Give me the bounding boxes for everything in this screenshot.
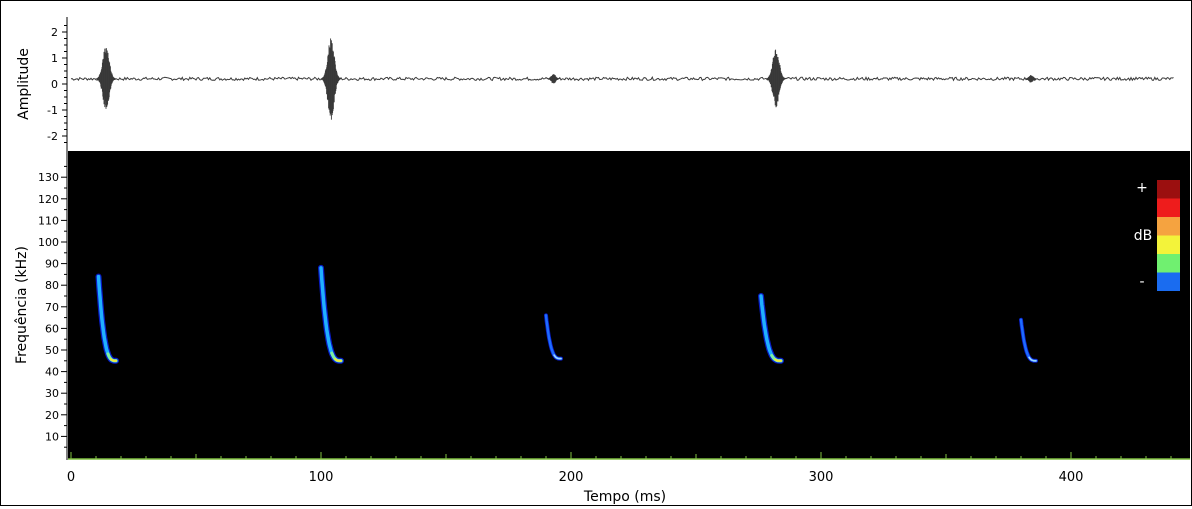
legend-swatch (1157, 235, 1180, 254)
spectrogram-x-tick-label: 100 (309, 470, 334, 485)
oscillogram-burst (1023, 75, 1039, 83)
spectrogram-y-tick-label: 80 (45, 279, 59, 292)
spectrogram-y-tick-label: 90 (45, 258, 59, 271)
spectrogram-y-tick-label: 40 (45, 366, 59, 379)
oscillogram-tick-label: -2 (47, 130, 58, 143)
oscillogram-burst (765, 49, 787, 108)
legend-swatch (1157, 254, 1180, 273)
spectrogram-y-label: Frequência (kHz) (14, 246, 30, 364)
spectrogram-call (758, 293, 784, 364)
db-legend: + dB - (1134, 180, 1180, 291)
spectrogram-y-tick-label: 60 (45, 322, 59, 335)
spectrogram-call (95, 273, 119, 364)
legend-swatch (1157, 180, 1180, 199)
oscillogram-burst (546, 74, 561, 84)
oscillogram-panel: 2 1 0 -1 -2 Amplitude (16, 17, 1174, 151)
oscillogram-y-label: Amplitude (16, 48, 32, 120)
legend-swatch (1157, 198, 1180, 217)
spectrogram-y-tick-label: 110 (38, 214, 59, 227)
spectrogram-y-tick-label: 130 (38, 171, 59, 184)
spectrogram-x-label: Tempo (ms) (583, 489, 666, 505)
oscillogram-tick-label: 1 (51, 52, 58, 65)
oscillogram-tick-label: 0 (51, 78, 58, 91)
spectrogram-x-tick-label: 300 (809, 470, 834, 485)
spectrogram-y-tick-label: 100 (38, 236, 59, 249)
spectrogram-y-tick-label: 50 (45, 344, 59, 357)
oscillogram-burst (320, 38, 342, 120)
spectrogram-y-tick-label: 10 (45, 430, 59, 443)
spectrogram-y-tick-label: 120 (38, 193, 59, 206)
legend-minus-label: - (1139, 274, 1144, 290)
oscillogram-tick-label: -1 (47, 104, 58, 117)
legend-swatch (1157, 272, 1180, 291)
oscillogram-tick-label: 2 (51, 26, 58, 39)
legend-db-label: dB (1134, 228, 1153, 244)
spectrogram-x-tick-label: 400 (1059, 470, 1084, 485)
spectrogram-x-tick-label: 0 (67, 470, 75, 485)
legend-plus-label: + (1136, 180, 1148, 196)
spectrogram-background (68, 151, 1190, 459)
spectrogram-y-tick-label: 20 (45, 409, 59, 422)
spectrogram-call (318, 264, 344, 364)
spectrogram-call (544, 313, 563, 361)
oscillogram-burst (95, 48, 117, 109)
legend-swatch (1157, 217, 1180, 236)
oscillogram-trace (70, 76, 1174, 82)
spectrogram-call (1019, 317, 1038, 363)
spectrogram-y-tick-label: 70 (45, 301, 59, 314)
spectrogram-y-tick-label: 30 (45, 387, 59, 400)
spectrogram-x-tick-label: 200 (559, 470, 584, 485)
spectrogram-panel: 10 20 30 40 50 60 70 80 90 100 110 120 130 0 100 200 30… (14, 151, 1190, 505)
